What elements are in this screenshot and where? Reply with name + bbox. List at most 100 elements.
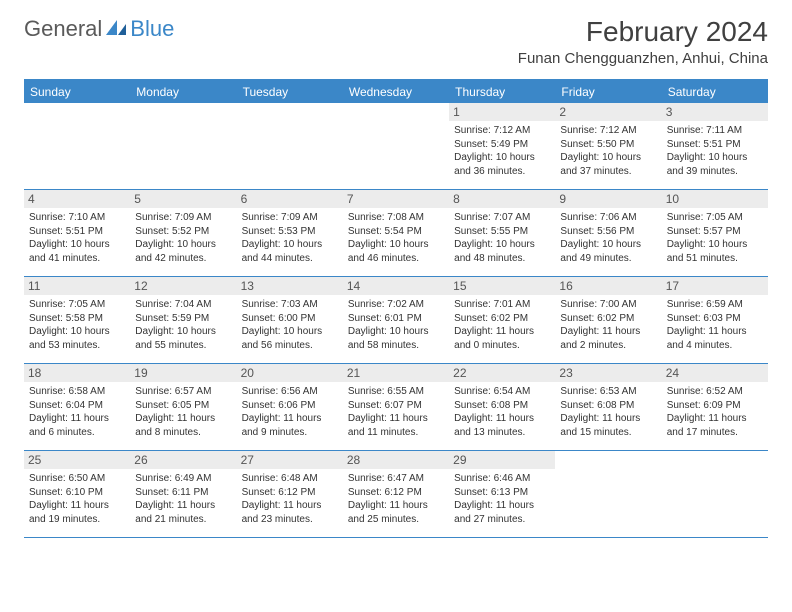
sunrise-text: Sunrise: 7:05 AM: [29, 298, 125, 312]
sunset-text: Sunset: 6:12 PM: [242, 486, 338, 500]
daylight-text-1: Daylight: 10 hours: [560, 238, 656, 252]
daylight-text-1: Daylight: 10 hours: [667, 238, 763, 252]
logo-text-general: General: [24, 16, 102, 42]
calendar: SundayMondayTuesdayWednesdayThursdayFrid…: [24, 79, 768, 538]
sunrise-text: Sunrise: 7:08 AM: [348, 211, 444, 225]
daylight-text-2: and 23 minutes.: [242, 513, 338, 527]
sunset-text: Sunset: 6:00 PM: [242, 312, 338, 326]
sunrise-text: Sunrise: 6:46 AM: [454, 472, 550, 486]
daylight-text-1: Daylight: 11 hours: [667, 412, 763, 426]
daylight-text-2: and 56 minutes.: [242, 339, 338, 353]
date-number: 3: [662, 103, 768, 121]
daylight-text-2: and 21 minutes.: [135, 513, 231, 527]
day-header: Monday: [130, 81, 236, 103]
sunset-text: Sunset: 5:57 PM: [667, 225, 763, 239]
sunset-text: Sunset: 5:51 PM: [667, 138, 763, 152]
daylight-text-1: Daylight: 10 hours: [348, 325, 444, 339]
date-number: 20: [237, 364, 343, 382]
calendar-cell: 15Sunrise: 7:01 AMSunset: 6:02 PMDayligh…: [449, 277, 555, 363]
sunrise-text: Sunrise: 6:56 AM: [242, 385, 338, 399]
daylight-text-1: Daylight: 11 hours: [560, 412, 656, 426]
calendar-cell: 16Sunrise: 7:00 AMSunset: 6:02 PMDayligh…: [555, 277, 661, 363]
daylight-text-1: Daylight: 11 hours: [560, 325, 656, 339]
daylight-text-1: Daylight: 10 hours: [667, 151, 763, 165]
date-number: 29: [449, 451, 555, 469]
calendar-cell: 18Sunrise: 6:58 AMSunset: 6:04 PMDayligh…: [24, 364, 130, 450]
sunrise-text: Sunrise: 7:09 AM: [135, 211, 231, 225]
date-number: 6: [237, 190, 343, 208]
date-number: 22: [449, 364, 555, 382]
date-number: 12: [130, 277, 236, 295]
daylight-text-2: and 0 minutes.: [454, 339, 550, 353]
daylight-text-1: Daylight: 11 hours: [454, 412, 550, 426]
sunrise-text: Sunrise: 6:50 AM: [29, 472, 125, 486]
calendar-cell: 11Sunrise: 7:05 AMSunset: 5:58 PMDayligh…: [24, 277, 130, 363]
date-number: 9: [555, 190, 661, 208]
logo-sail-icon: [106, 18, 128, 41]
daylight-text-1: Daylight: 10 hours: [29, 325, 125, 339]
date-number: 27: [237, 451, 343, 469]
calendar-cell: 27Sunrise: 6:48 AMSunset: 6:12 PMDayligh…: [237, 451, 343, 537]
sunset-text: Sunset: 5:55 PM: [454, 225, 550, 239]
date-number: 10: [662, 190, 768, 208]
calendar-cell: 25Sunrise: 6:50 AMSunset: 6:10 PMDayligh…: [24, 451, 130, 537]
sunrise-text: Sunrise: 6:49 AM: [135, 472, 231, 486]
daylight-text-1: Daylight: 11 hours: [29, 499, 125, 513]
calendar-cell-empty: [343, 103, 449, 189]
daylight-text-2: and 42 minutes.: [135, 252, 231, 266]
daylight-text-1: Daylight: 11 hours: [135, 412, 231, 426]
daylight-text-1: Daylight: 11 hours: [454, 325, 550, 339]
daylight-text-2: and 25 minutes.: [348, 513, 444, 527]
calendar-cell: 20Sunrise: 6:56 AMSunset: 6:06 PMDayligh…: [237, 364, 343, 450]
calendar-cell: 3 Sunrise: 7:11 AMSunset: 5:51 PMDaylight…: [662, 103, 768, 189]
sunrise-text: Sunrise: 7:03 AM: [242, 298, 338, 312]
sunset-text: Sunset: 5:50 PM: [560, 138, 656, 152]
calendar-cell: 13Sunrise: 7:03 AMSunset: 6:00 PMDayligh…: [237, 277, 343, 363]
week-row: 4Sunrise: 7:10 AMSunset: 5:51 PMDaylight…: [24, 190, 768, 277]
sunset-text: Sunset: 5:56 PM: [560, 225, 656, 239]
sunset-text: Sunset: 5:59 PM: [135, 312, 231, 326]
sunrise-text: Sunrise: 7:05 AM: [667, 211, 763, 225]
sunset-text: Sunset: 5:54 PM: [348, 225, 444, 239]
daylight-text-2: and 4 minutes.: [667, 339, 763, 353]
daylight-text-1: Daylight: 10 hours: [454, 238, 550, 252]
daylight-text-2: and 41 minutes.: [29, 252, 125, 266]
sunrise-text: Sunrise: 7:06 AM: [560, 211, 656, 225]
sunrise-text: Sunrise: 6:52 AM: [667, 385, 763, 399]
date-number: 18: [24, 364, 130, 382]
week-row: 25Sunrise: 6:50 AMSunset: 6:10 PMDayligh…: [24, 451, 768, 538]
date-number: 16: [555, 277, 661, 295]
sunrise-text: Sunrise: 7:12 AM: [560, 124, 656, 138]
calendar-cell-empty: [555, 451, 661, 537]
daylight-text-1: Daylight: 11 hours: [454, 499, 550, 513]
calendar-cell-empty: [24, 103, 130, 189]
daylight-text-1: Daylight: 10 hours: [242, 325, 338, 339]
date-number: 19: [130, 364, 236, 382]
day-header: Friday: [555, 81, 661, 103]
date-number: 25: [24, 451, 130, 469]
location-text: Funan Chengguanzhen, Anhui, China: [518, 50, 768, 67]
date-number: 5: [130, 190, 236, 208]
calendar-cell: 28Sunrise: 6:47 AMSunset: 6:12 PMDayligh…: [343, 451, 449, 537]
daylight-text-1: Daylight: 11 hours: [348, 412, 444, 426]
daylight-text-1: Daylight: 10 hours: [29, 238, 125, 252]
date-number: 1: [449, 103, 555, 121]
date-number: 14: [343, 277, 449, 295]
date-number: 21: [343, 364, 449, 382]
date-number: 4: [24, 190, 130, 208]
date-number: 2: [555, 103, 661, 121]
sunrise-text: Sunrise: 6:55 AM: [348, 385, 444, 399]
daylight-text-1: Daylight: 11 hours: [348, 499, 444, 513]
daylight-text-2: and 19 minutes.: [29, 513, 125, 527]
calendar-cell: 26Sunrise: 6:49 AMSunset: 6:11 PMDayligh…: [130, 451, 236, 537]
daylight-text-2: and 58 minutes.: [348, 339, 444, 353]
day-header: Wednesday: [343, 81, 449, 103]
sunrise-text: Sunrise: 6:47 AM: [348, 472, 444, 486]
date-number: 26: [130, 451, 236, 469]
date-number: 17: [662, 277, 768, 295]
calendar-cell: 12Sunrise: 7:04 AMSunset: 5:59 PMDayligh…: [130, 277, 236, 363]
daylight-text-1: Daylight: 10 hours: [135, 325, 231, 339]
sunrise-text: Sunrise: 7:11 AM: [667, 124, 763, 138]
day-header: Sunday: [24, 81, 130, 103]
daylight-text-1: Daylight: 10 hours: [454, 151, 550, 165]
